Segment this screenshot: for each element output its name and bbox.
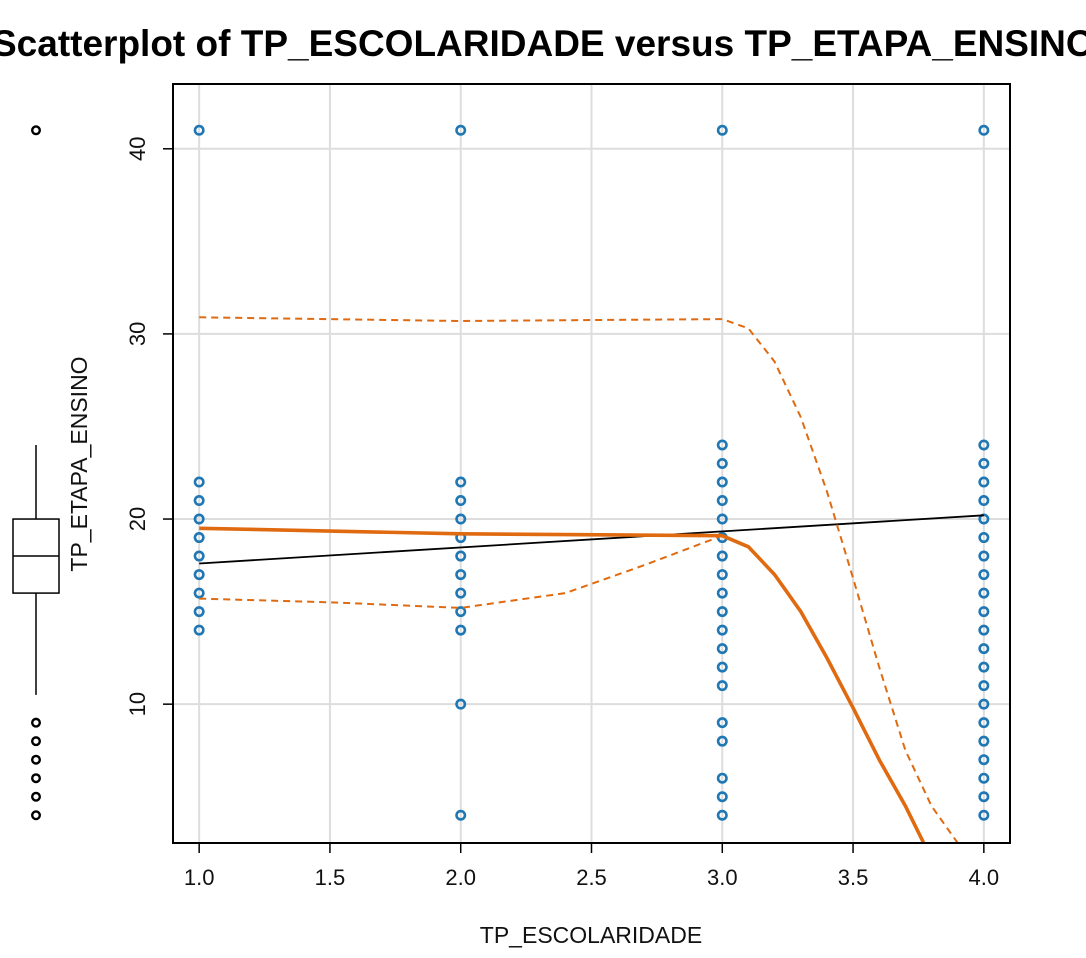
data-point — [193, 569, 205, 581]
data-point — [455, 624, 467, 636]
data-point — [716, 587, 728, 599]
data-point — [716, 772, 728, 784]
data-point — [193, 495, 205, 507]
data-point — [978, 754, 990, 766]
boxplot-outlier — [31, 717, 42, 728]
data-point — [455, 495, 467, 507]
data-point — [455, 587, 467, 599]
data-point — [716, 606, 728, 618]
data-point — [716, 439, 728, 451]
data-point — [716, 513, 728, 525]
data-point — [193, 476, 205, 488]
boxplot-outlier — [31, 736, 42, 747]
data-point — [455, 513, 467, 525]
data-point — [193, 124, 205, 136]
data-point — [193, 532, 205, 544]
data-point — [716, 643, 728, 655]
data-point — [978, 513, 990, 525]
data-point — [978, 124, 990, 136]
data-point — [193, 624, 205, 636]
boxplot-outlier — [31, 810, 42, 821]
x-tick-label: 3.5 — [838, 865, 869, 890]
data-point — [978, 661, 990, 673]
x-tick-label: 1.0 — [184, 865, 215, 890]
data-point — [716, 791, 728, 803]
data-point — [716, 569, 728, 581]
data-point — [455, 569, 467, 581]
x-axis-label: TP_ESCOLARIDADE — [480, 922, 702, 948]
data-point — [716, 495, 728, 507]
data-point — [455, 124, 467, 136]
data-point — [716, 624, 728, 636]
data-point — [455, 698, 467, 710]
data-point — [455, 550, 467, 562]
data-point — [978, 587, 990, 599]
data-point — [978, 698, 990, 710]
data-point — [716, 809, 728, 821]
smooth-line — [199, 526, 926, 843]
smooth-lower-band — [199, 534, 723, 609]
data-point — [978, 791, 990, 803]
data-point — [978, 495, 990, 507]
data-point — [978, 735, 990, 747]
data-point — [716, 717, 728, 729]
chart-title: Scatterplot of TP_ESCOLARIDADE versus TP… — [0, 23, 1086, 64]
data-point — [978, 476, 990, 488]
data-point — [978, 550, 990, 562]
data-point — [978, 624, 990, 636]
data-point — [193, 606, 205, 618]
boxplot-outlier — [31, 754, 42, 765]
data-point — [193, 587, 205, 599]
x-tick-label: 2.0 — [445, 865, 476, 890]
grid-lines — [173, 84, 1010, 843]
data-point — [716, 124, 728, 136]
data-point — [978, 606, 990, 618]
data-point — [716, 457, 728, 469]
y-tick-label: 20 — [125, 507, 150, 531]
data-point — [978, 569, 990, 581]
y-tick-label: 10 — [125, 692, 150, 716]
y-tick-label: 40 — [125, 137, 150, 161]
data-point — [455, 606, 467, 618]
data-point — [978, 772, 990, 784]
boxplot-outlier — [31, 125, 42, 136]
x-axis: 1.0 1.5 2.0 2.5 3.0 3.5 4.0 — [184, 843, 999, 890]
fit-lines — [199, 316, 984, 843]
data-point — [978, 457, 990, 469]
boxplot-outlier — [31, 773, 42, 784]
data-point — [978, 532, 990, 544]
data-point — [455, 476, 467, 488]
data-point — [716, 680, 728, 692]
y-axis: 10 20 30 40 — [125, 137, 173, 716]
data-point — [716, 550, 728, 562]
data-point — [978, 439, 990, 451]
data-point — [978, 643, 990, 655]
y-axis-label: TP_ETAPA_ENSINO — [66, 356, 92, 571]
data-point — [978, 809, 990, 821]
data-point — [978, 717, 990, 729]
data-point — [716, 661, 728, 673]
regression-line — [199, 514, 984, 565]
boxplot-outlier — [31, 791, 42, 802]
smooth-upper-band — [199, 316, 959, 843]
x-tick-label: 2.5 — [576, 865, 607, 890]
data-point — [716, 476, 728, 488]
data-point — [193, 550, 205, 562]
x-tick-label: 3.0 — [707, 865, 738, 890]
data-point — [193, 513, 205, 525]
data-point — [978, 680, 990, 692]
y-tick-label: 30 — [125, 322, 150, 346]
x-tick-label: 4.0 — [969, 865, 1000, 890]
data-point — [716, 735, 728, 747]
data-point — [455, 809, 467, 821]
x-tick-label: 1.5 — [315, 865, 346, 890]
marginal-boxplot — [12, 125, 60, 821]
